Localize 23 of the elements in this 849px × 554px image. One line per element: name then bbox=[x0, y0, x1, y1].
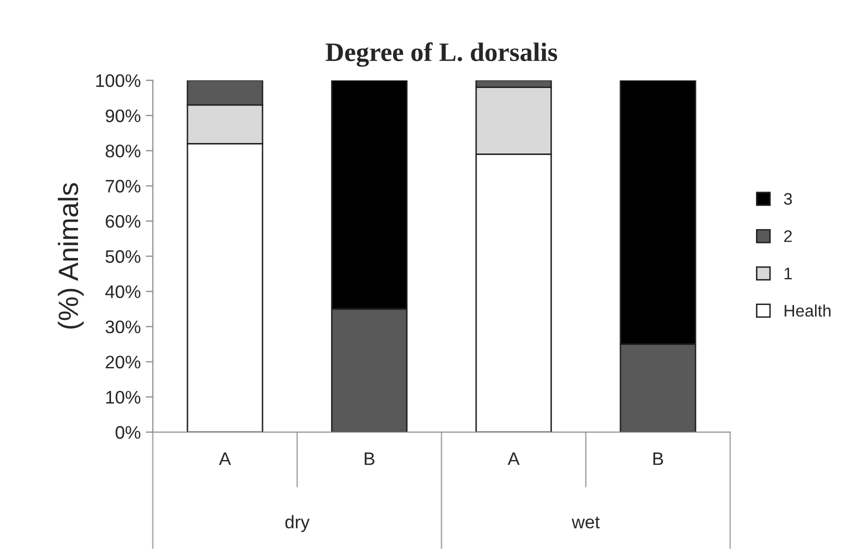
y-tick-label: 20% bbox=[106, 356, 140, 368]
x-tick-label: B bbox=[653, 452, 664, 465]
text: wet bbox=[572, 516, 600, 528]
y-tick-label: 10% bbox=[106, 390, 140, 404]
y-tick-label: 100% bbox=[96, 74, 140, 88]
y-tick-label: 50% bbox=[106, 250, 140, 263]
legend-label: 2 bbox=[784, 230, 792, 242]
x-tick-label: A bbox=[219, 452, 231, 465]
x-tick-label: A bbox=[508, 452, 520, 465]
legend-label: Health bbox=[784, 304, 830, 317]
y-tick-label: 0% bbox=[116, 426, 140, 439]
y-axis-title: (%) Animals bbox=[58, 183, 84, 329]
y-tick-label: 80% bbox=[106, 144, 140, 158]
y-tick-label: 90% bbox=[106, 109, 140, 122]
y-tick-label: 30% bbox=[106, 320, 140, 334]
legend-label: 3 bbox=[784, 193, 792, 205]
legend-label: 1 bbox=[784, 268, 792, 280]
chart-title: Degree of L. dorsalis bbox=[326, 42, 558, 67]
x-tick-label: B bbox=[364, 452, 374, 465]
y-tick-label: 70% bbox=[106, 180, 140, 193]
text: dry bbox=[285, 515, 310, 532]
y-tick-label: 40% bbox=[105, 285, 140, 298]
y-tick-label: 60% bbox=[106, 214, 140, 228]
